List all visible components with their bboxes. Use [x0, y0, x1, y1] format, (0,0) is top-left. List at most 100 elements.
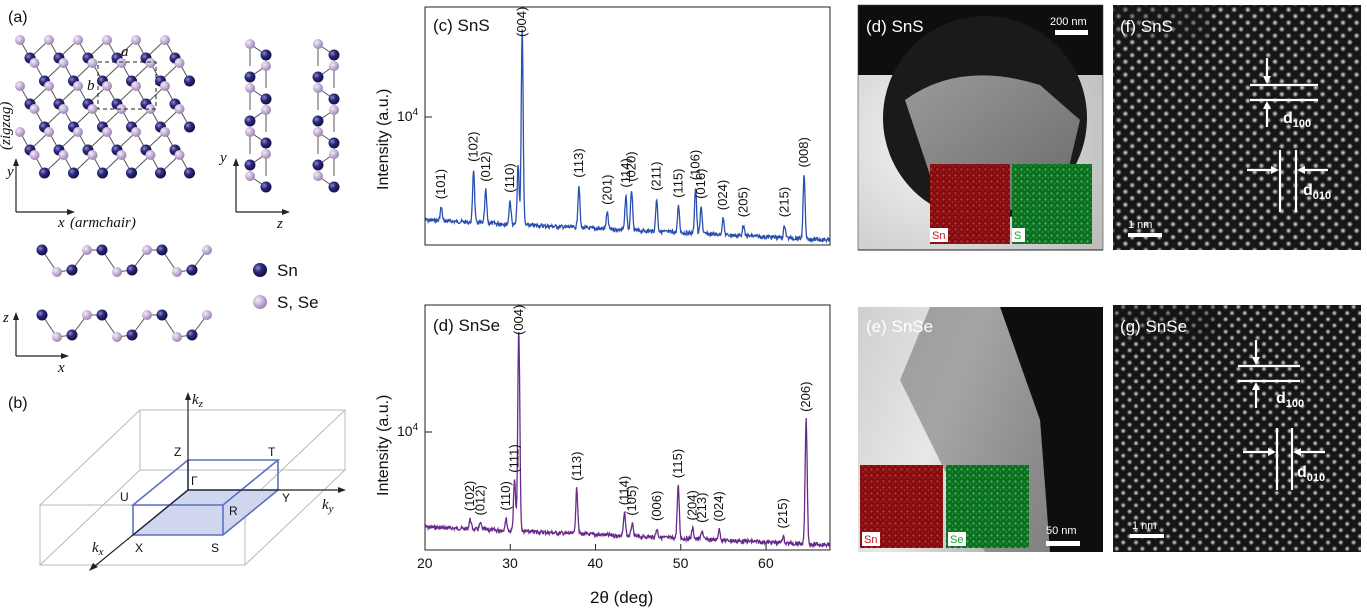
- panel-f-image: (f) SnS d100 d010 1 nm: [1113, 5, 1361, 250]
- d100-snse-arrow-up-icon: [1252, 382, 1260, 390]
- peak-label: (004): [511, 305, 526, 335]
- eds-se-tag-bg: [948, 532, 966, 546]
- panel-d-chart: (d) SnSe Intensity (a.u.) 104 (102)(012)…: [375, 304, 831, 607]
- tem-snse-title: (e) SnSe: [866, 317, 933, 336]
- s-atom: [142, 245, 152, 255]
- kx-label: kx: [92, 540, 104, 558]
- chart-c-ylabel: Intensity (a.u.): [375, 89, 392, 190]
- s-atom: [174, 58, 185, 68]
- cell-a-label: a: [121, 44, 129, 60]
- chart-d-xlabel: 2θ (deg): [590, 588, 653, 607]
- d100-arrow-down-icon: [1263, 76, 1271, 84]
- tem-snse-scalebar-label: 50 nm: [1046, 525, 1077, 537]
- peak-label: (101): [433, 169, 448, 199]
- s-atom: [145, 150, 156, 160]
- snse-peak-labels: (102)(012) (110) (111) (004) (113) (114)(105)…: [462, 305, 813, 529]
- s-atom: [172, 332, 182, 342]
- panel-c-chart: (c) SnS Intensity (a.u.) 104 (101)(102)(…: [375, 6, 831, 246]
- side-axis-z-arrow-icon: [282, 209, 290, 215]
- s-atom: [174, 150, 185, 160]
- s-atom: [73, 127, 83, 137]
- legend-sn-label: Sn: [277, 261, 298, 280]
- s-atom: [245, 171, 255, 181]
- front-axis-z-arrow-icon: [13, 312, 19, 320]
- point-t-label: T: [268, 445, 276, 459]
- peak-label: (006): [649, 491, 664, 521]
- peak-label: (205): [735, 187, 750, 217]
- peak-label: (024): [715, 180, 730, 210]
- axis-armchair-label: (armchair): [70, 215, 136, 231]
- sn-atom: [66, 329, 78, 341]
- s-atom: [160, 35, 170, 45]
- d010-marker-snse: [1243, 428, 1325, 490]
- sn-atom: [126, 329, 138, 341]
- s-atom: [172, 267, 182, 277]
- eds-se-tag: Se: [950, 534, 963, 546]
- sn-atom: [96, 244, 108, 256]
- peak-label: (114): [618, 158, 633, 187]
- s-atom: [87, 150, 98, 160]
- s-atom: [261, 105, 271, 115]
- s-atom: [58, 58, 69, 68]
- sn-atom: [186, 329, 198, 341]
- peak-label: (111): [507, 444, 522, 472]
- s-atom: [313, 127, 323, 137]
- panel-e-image: (e) SnSe Sn Se 50 nm: [858, 307, 1103, 552]
- peak-label: (113): [569, 452, 584, 481]
- tem-snse-dark-region: [1000, 307, 1103, 552]
- hrtem-sns-scalebar: [1128, 233, 1162, 237]
- point-y-label: Y: [282, 491, 290, 505]
- s-atom: [245, 127, 255, 137]
- panel-a: (a) a b y (zigzag) x (armchair) y z z x …: [0, 9, 340, 376]
- sn-atom: [312, 159, 324, 171]
- d010-snse-arrow-right-icon: [1268, 448, 1276, 456]
- sn-atom: [155, 167, 166, 179]
- sn-atom: [68, 167, 79, 179]
- sn-atom: [260, 181, 272, 193]
- point-r-label: R: [229, 504, 238, 518]
- eds-sn-tag-bg: [930, 228, 948, 242]
- axis-x-arrow-icon: [67, 209, 75, 215]
- eds-s-tag-bg: [1012, 228, 1025, 242]
- chart-d-frame: [424, 304, 831, 551]
- peak-label: (024): [711, 491, 726, 521]
- sn-atom: [184, 167, 195, 179]
- eds-sn2-tag-bg: [862, 532, 880, 546]
- sn-atom: [328, 49, 340, 61]
- tem-sns-scalebar-label: 200 nm: [1050, 16, 1087, 28]
- side-axis-y-label: y: [218, 150, 227, 166]
- s-atom: [116, 150, 127, 160]
- bz-points: Z T Γ U R Y X S: [120, 445, 290, 555]
- s-atom: [313, 171, 323, 181]
- s-atom: [202, 245, 212, 255]
- side-axis-y-arrow-icon: [233, 158, 239, 166]
- legend-sn-icon: [253, 263, 267, 277]
- d100-arrow-up-icon: [1263, 101, 1271, 109]
- chart-c-frame: [424, 6, 831, 246]
- sn-atom: [96, 309, 108, 321]
- sn-atom: [36, 309, 48, 321]
- peak-label: (012): [472, 485, 487, 515]
- hrtem-sns-title-shade: [1113, 5, 1208, 40]
- s-atom: [329, 149, 339, 159]
- peak-label: (110): [498, 481, 513, 510]
- s-atom: [145, 104, 156, 114]
- kz-arrow-icon: [185, 392, 191, 400]
- kx-arrow-icon: [89, 563, 98, 571]
- peak-label: (115): [671, 169, 686, 198]
- d010-marker-sns: [1247, 150, 1328, 212]
- chart-d-xticks: 20 30 40 50 60: [417, 544, 774, 571]
- s-atom: [142, 310, 152, 320]
- sn-atom: [328, 181, 340, 193]
- s-atom: [82, 310, 92, 320]
- s-atom: [73, 81, 83, 91]
- s-atom: [261, 61, 271, 71]
- tem-sns-title: (d) SnS: [866, 17, 924, 36]
- front-axis-z-label: z: [2, 310, 9, 326]
- s-atom: [58, 104, 69, 114]
- sn-atom: [39, 167, 50, 179]
- d010-snse-arrow-left-icon: [1293, 448, 1301, 456]
- s-atom: [87, 58, 98, 68]
- x-tick-label: 20: [417, 555, 433, 571]
